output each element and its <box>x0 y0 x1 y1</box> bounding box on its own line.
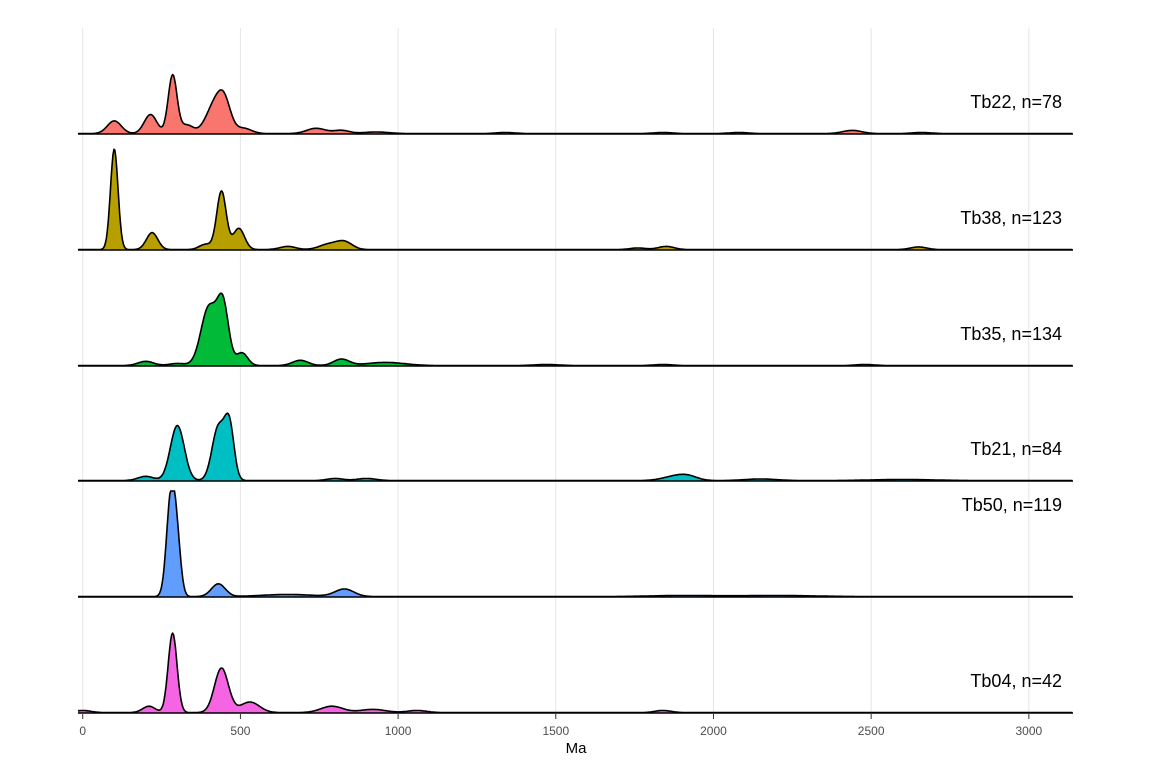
panel-5: Tb04, n=42 <box>77 632 1073 714</box>
grid-lines <box>82 28 1030 713</box>
ridgeline-panels: Tb22, n=78 Tb38, n=123 Tb35, n=134 Tb21, n=… <box>77 73 1073 714</box>
panel-label-5: Tb04, n=42 <box>970 671 1062 691</box>
panel-label-0: Tb22, n=78 <box>970 92 1062 112</box>
density-line-4 <box>78 490 1073 598</box>
x-tick-label-2500: 2500 <box>858 724 885 738</box>
density-area-2 <box>78 293 1073 366</box>
panel-2: Tb35, n=134 <box>78 292 1073 367</box>
x-axis: 0 500 1000 1500 2000 2500 3000 <box>79 714 1043 738</box>
density-area-4 <box>78 491 1073 597</box>
panel-label-3: Tb21, n=84 <box>970 439 1062 459</box>
x-tick-label-500: 500 <box>230 724 250 738</box>
x-tick-label-1000: 1000 <box>385 724 412 738</box>
x-axis-title: Ma <box>566 740 587 757</box>
density-area-1 <box>78 149 1073 250</box>
x-tick-label-1500: 1500 <box>542 724 569 738</box>
panel-label-4: Tb50, n=119 <box>962 495 1062 515</box>
panel-0: Tb22, n=78 <box>78 73 1073 135</box>
density-area-0 <box>78 74 1073 134</box>
density-area-5 <box>78 633 1073 713</box>
panel-1: Tb38, n=123 <box>78 148 1073 251</box>
panel-label-2: Tb35, n=134 <box>960 324 1062 344</box>
panel-label-1: Tb38, n=123 <box>960 208 1062 228</box>
x-tick-label-0: 0 <box>79 724 86 738</box>
x-tick-label-2000: 2000 <box>700 724 727 738</box>
panel-4: Tb50, n=119 <box>78 490 1073 598</box>
density-area-3 <box>78 413 1073 481</box>
panel-3: Tb21, n=84 <box>78 412 1073 482</box>
x-tick-label-3000: 3000 <box>1015 724 1042 738</box>
